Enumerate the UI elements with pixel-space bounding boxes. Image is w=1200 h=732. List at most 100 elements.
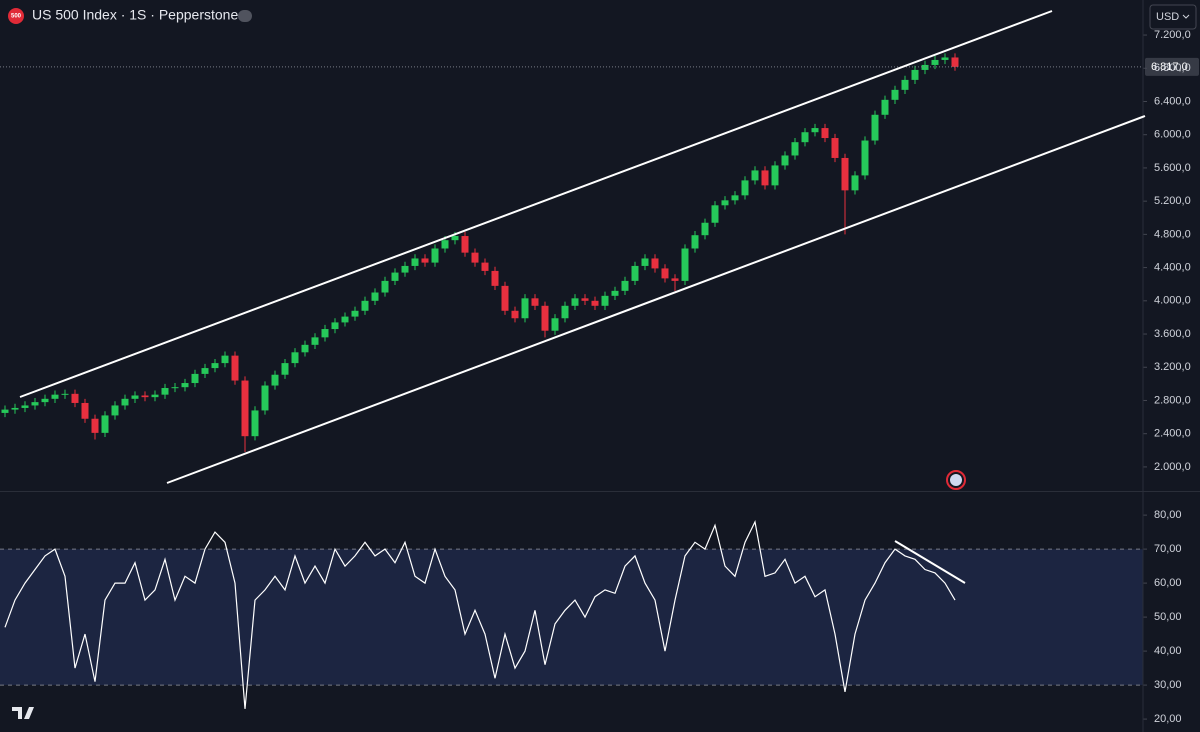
candle-body bbox=[941, 57, 949, 60]
candle-body bbox=[351, 310, 359, 317]
candle-body bbox=[251, 410, 259, 437]
candle-body bbox=[541, 305, 549, 331]
y-tick-label: 5.200,0 bbox=[1154, 195, 1191, 207]
candle-body bbox=[651, 258, 659, 269]
candle-body bbox=[261, 385, 269, 411]
y-tick-label: 6.400,0 bbox=[1154, 95, 1191, 107]
candle-body bbox=[761, 170, 769, 186]
badge-text: 500 bbox=[11, 14, 22, 20]
candle-body bbox=[521, 298, 529, 319]
candle-body bbox=[441, 240, 449, 249]
y-tick-label: 40,00 bbox=[1154, 645, 1182, 657]
candle-body bbox=[471, 252, 479, 263]
trend-line bbox=[166, 115, 1146, 484]
y-tick-label: 20,00 bbox=[1154, 713, 1182, 725]
candle-body bbox=[141, 395, 149, 398]
candle-body bbox=[301, 344, 309, 353]
candle-body bbox=[1, 409, 9, 413]
currency-box[interactable] bbox=[1149, 4, 1197, 30]
candle-body bbox=[71, 393, 79, 403]
candle-body bbox=[551, 318, 559, 331]
candle-body bbox=[51, 394, 59, 399]
candle-body bbox=[101, 415, 109, 433]
event-icon[interactable] bbox=[946, 470, 966, 490]
y-tick-label: 2.800,0 bbox=[1154, 394, 1191, 406]
candle-body bbox=[451, 236, 459, 241]
candle-body bbox=[661, 268, 669, 279]
rsi-line bbox=[4, 520, 956, 709]
candle-body bbox=[701, 222, 709, 236]
candle-body bbox=[151, 394, 159, 398]
candle-body bbox=[171, 387, 179, 389]
candle-body bbox=[391, 272, 399, 281]
candle-body bbox=[431, 248, 439, 263]
candle-body bbox=[601, 295, 609, 306]
candle-body bbox=[721, 200, 729, 206]
candle-body bbox=[771, 165, 779, 186]
y-tick-label: 3.600,0 bbox=[1154, 328, 1191, 340]
candle-body bbox=[901, 79, 909, 90]
candle-body bbox=[921, 64, 929, 70]
candle-body bbox=[11, 407, 19, 410]
candle-body bbox=[571, 298, 579, 306]
candle-body bbox=[211, 363, 219, 369]
symbol-badge bbox=[8, 8, 24, 24]
y-tick-label: 7.200,0 bbox=[1154, 29, 1191, 41]
candle-body bbox=[581, 298, 589, 301]
candle-body bbox=[241, 380, 249, 437]
candle-body bbox=[821, 128, 829, 139]
status-dot[interactable] bbox=[238, 10, 252, 22]
candle-body bbox=[411, 258, 419, 266]
candle-body bbox=[371, 292, 379, 301]
candle-body bbox=[61, 393, 69, 395]
y-tick-label: 3.200,0 bbox=[1154, 361, 1191, 373]
candle-body bbox=[341, 316, 349, 323]
candle-body bbox=[481, 262, 489, 271]
logo bbox=[12, 707, 34, 719]
candle-body bbox=[751, 170, 759, 181]
candle-body bbox=[311, 337, 319, 345]
last-price-label: 6.817,0 bbox=[1151, 61, 1188, 73]
candle-body bbox=[801, 132, 809, 143]
candle-body bbox=[191, 373, 199, 384]
candle-body bbox=[421, 258, 429, 263]
candle-body bbox=[511, 310, 519, 319]
candle-body bbox=[31, 402, 39, 406]
y-tick-label: 2.400,0 bbox=[1154, 428, 1191, 440]
y-tick-label: 4.400,0 bbox=[1154, 261, 1191, 273]
y-tick-label: 60,00 bbox=[1154, 577, 1182, 589]
last-price-box bbox=[1145, 57, 1199, 76]
trend-line bbox=[894, 540, 966, 584]
candle-body bbox=[281, 363, 289, 375]
candle-body bbox=[181, 383, 189, 388]
y-tick-label: 80,00 bbox=[1154, 509, 1182, 521]
symbol-title: US 500 Index · 1S · Pepperstone bbox=[32, 7, 238, 23]
candle-body bbox=[611, 290, 619, 296]
candle-body bbox=[791, 142, 799, 156]
y-tick-label: 2.000,0 bbox=[1154, 461, 1191, 473]
candle-body bbox=[681, 248, 689, 281]
candle-body bbox=[231, 355, 239, 381]
candle-body bbox=[221, 355, 229, 364]
y-tick-label: 5.600,0 bbox=[1154, 162, 1191, 174]
candle-body bbox=[561, 305, 569, 319]
candle-body bbox=[21, 405, 29, 408]
candle-body bbox=[891, 89, 899, 100]
flag-icon bbox=[950, 474, 962, 486]
candle-body bbox=[911, 69, 919, 80]
candle-body bbox=[621, 280, 629, 291]
y-tick-label: 4.000,0 bbox=[1154, 295, 1191, 307]
currency[interactable]: USD bbox=[1156, 11, 1179, 23]
candle-body bbox=[641, 258, 649, 266]
y-tick-label: 70,00 bbox=[1154, 543, 1182, 555]
candle-body bbox=[201, 368, 209, 374]
candle-body bbox=[861, 140, 869, 176]
candle-body bbox=[781, 155, 789, 166]
trend-line bbox=[19, 10, 1053, 398]
candle-body bbox=[741, 180, 749, 196]
candle-body bbox=[851, 175, 859, 191]
candle-body bbox=[131, 395, 139, 399]
candle-body bbox=[731, 195, 739, 201]
candle-body bbox=[951, 57, 959, 67]
